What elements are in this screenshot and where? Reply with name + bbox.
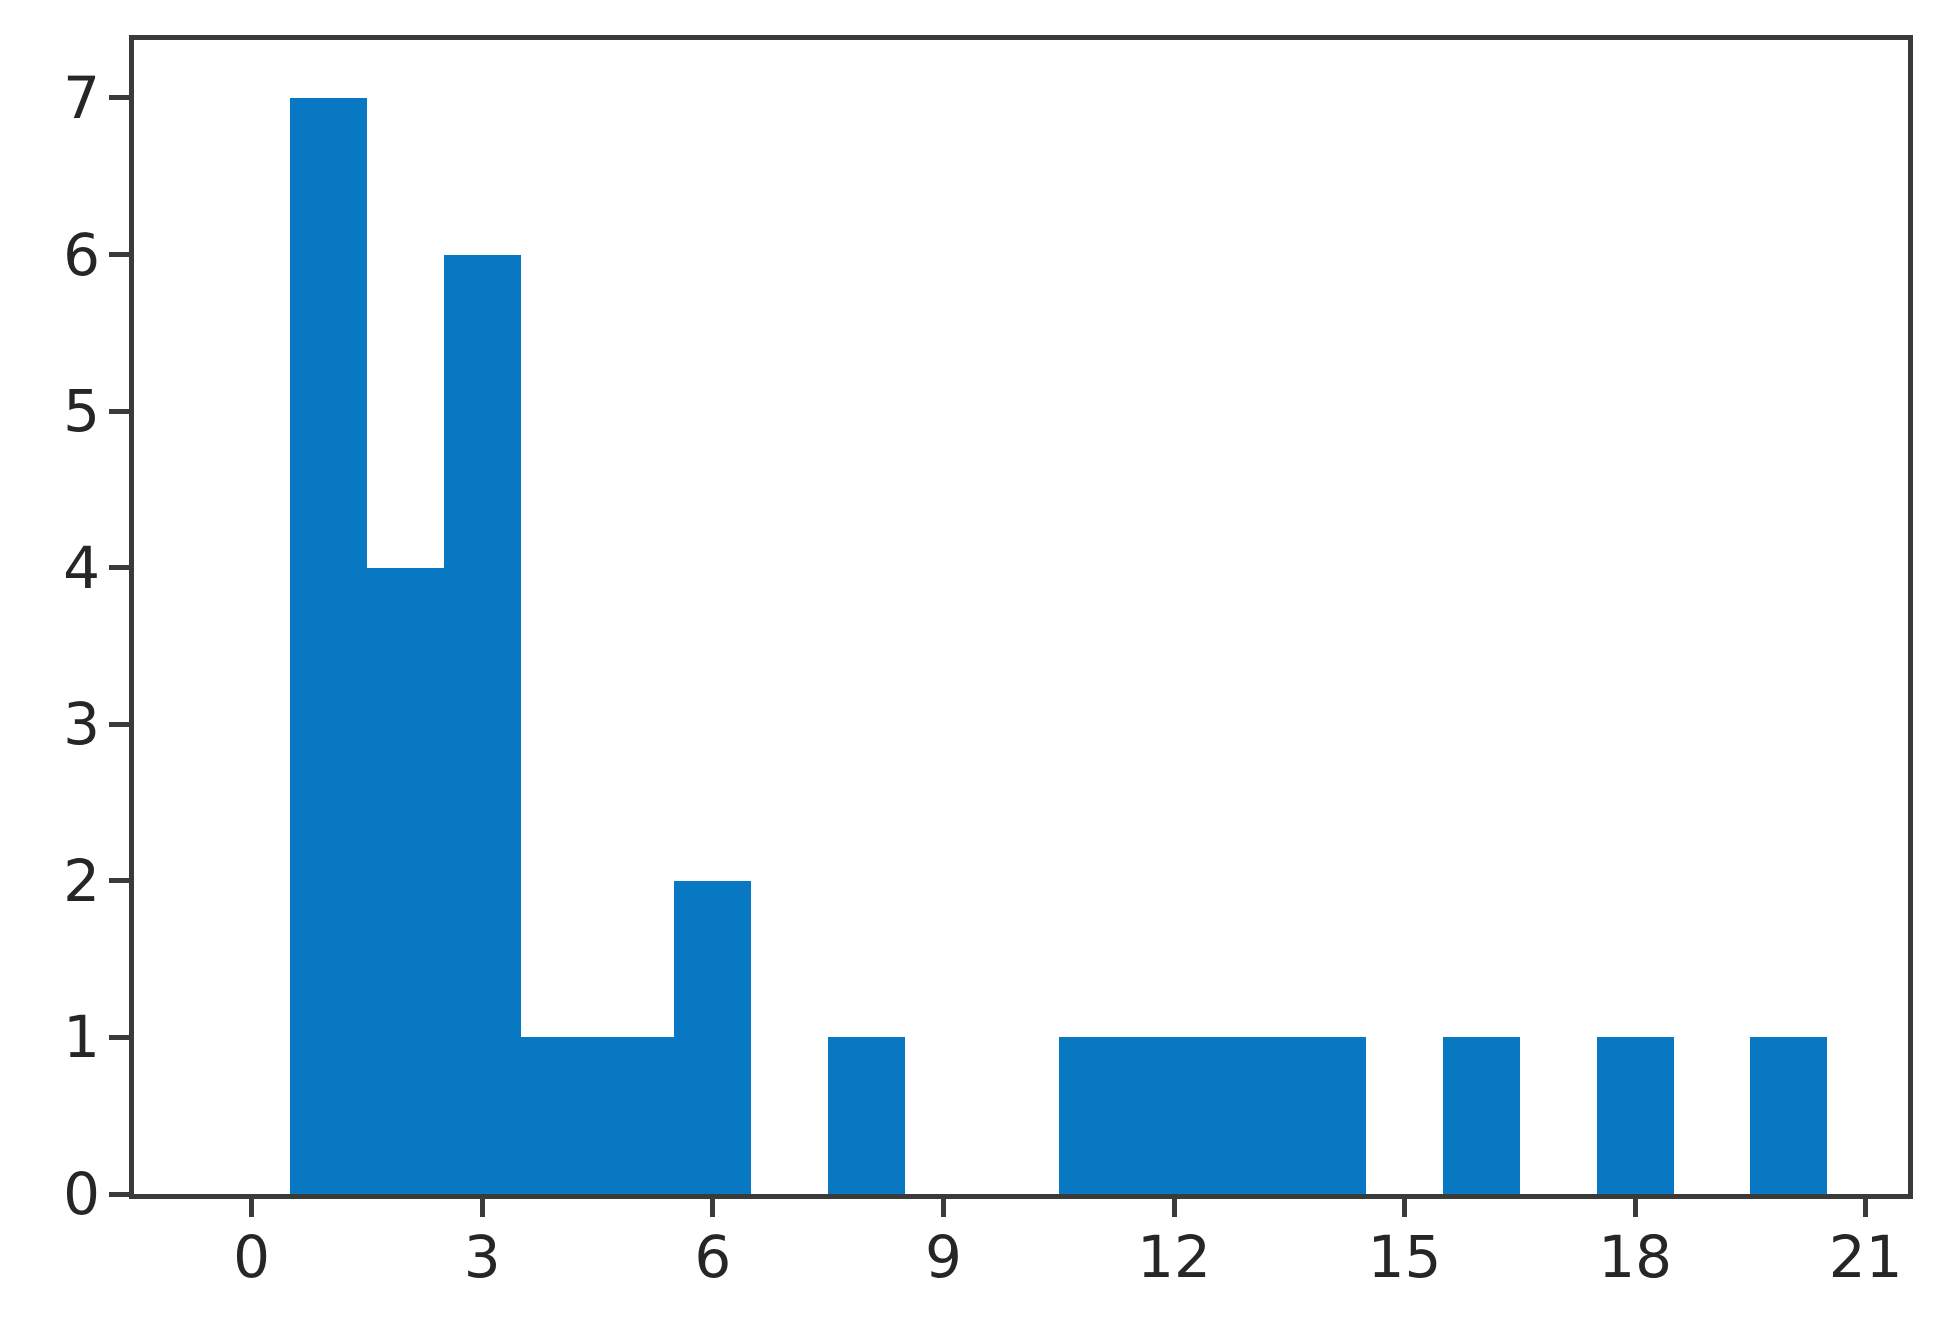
histogram-bar bbox=[1750, 1037, 1828, 1198]
histogram-bar bbox=[597, 1037, 675, 1198]
x-axis-tick-mark bbox=[1171, 1197, 1177, 1217]
x-axis-tick-label: 15 bbox=[1367, 1223, 1442, 1291]
y-axis-tick-mark bbox=[109, 721, 129, 727]
x-axis-tick-label: 3 bbox=[463, 1223, 501, 1291]
x-axis-tick-mark bbox=[710, 1197, 716, 1217]
y-axis-tick-mark bbox=[109, 878, 129, 884]
x-axis-tick-mark bbox=[1402, 1197, 1407, 1217]
histogram-bar bbox=[674, 880, 752, 1198]
y-axis-tick-mark bbox=[109, 1191, 129, 1197]
histogram-bar bbox=[1289, 1037, 1367, 1198]
y-axis-tick-label: 7 bbox=[63, 63, 100, 132]
histogram-bar bbox=[366, 567, 444, 1198]
histogram-bar bbox=[520, 1037, 599, 1198]
x-axis-tick-label: 6 bbox=[694, 1223, 732, 1291]
y-axis-tick-label: 1 bbox=[63, 1003, 100, 1072]
histogram-bar bbox=[1443, 1037, 1520, 1198]
histogram-bar bbox=[828, 1037, 905, 1198]
y-axis-tick-mark bbox=[109, 252, 129, 257]
y-axis-tick-mark bbox=[109, 565, 129, 571]
x-axis-tick-mark bbox=[479, 1197, 485, 1217]
x-axis-tick-label: 21 bbox=[1828, 1223, 1903, 1291]
x-axis-tick-mark bbox=[1632, 1197, 1638, 1217]
y-axis-tick-mark bbox=[109, 408, 129, 414]
y-axis-tick-label: 5 bbox=[63, 377, 100, 446]
histogram-bar bbox=[1135, 1037, 1214, 1198]
histogram-bar bbox=[1212, 1037, 1291, 1198]
y-axis-tick-label: 0 bbox=[63, 1160, 100, 1228]
histogram-bar bbox=[290, 97, 367, 1198]
x-axis-tick-mark bbox=[249, 1197, 255, 1217]
y-axis-tick-label: 4 bbox=[63, 533, 100, 602]
y-axis-tick-label: 2 bbox=[63, 846, 100, 915]
x-axis-tick-label: 0 bbox=[233, 1223, 271, 1291]
histogram-bar bbox=[1596, 1037, 1674, 1198]
x-axis-tick-mark bbox=[1863, 1197, 1869, 1217]
x-axis-tick-label: 12 bbox=[1137, 1223, 1211, 1291]
x-axis-tick-label: 18 bbox=[1598, 1223, 1672, 1291]
histogram-bar bbox=[1058, 1037, 1137, 1198]
y-axis-tick-mark bbox=[109, 95, 129, 101]
x-axis-tick-mark bbox=[940, 1197, 946, 1217]
y-axis-tick-mark bbox=[109, 1034, 129, 1040]
y-axis-tick-label: 6 bbox=[63, 220, 100, 289]
y-axis-tick-label: 3 bbox=[63, 690, 100, 759]
plot-frame bbox=[129, 35, 1913, 1199]
histogram-bar bbox=[443, 254, 521, 1198]
x-axis-tick-label: 9 bbox=[924, 1223, 962, 1291]
